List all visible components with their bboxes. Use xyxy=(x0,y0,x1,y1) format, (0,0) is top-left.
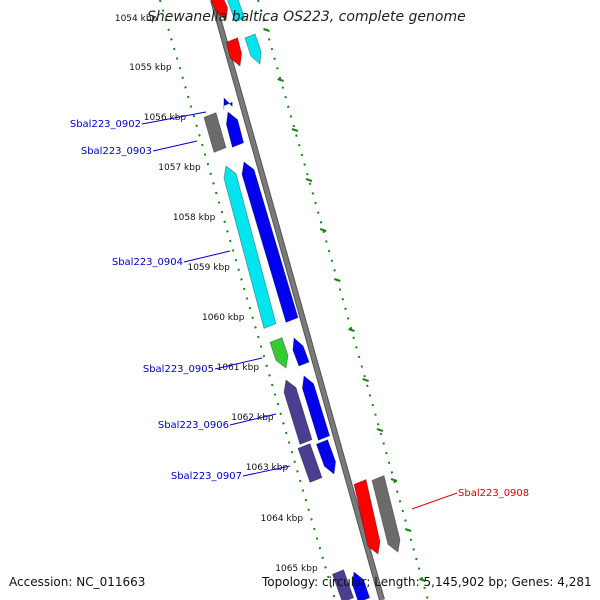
outer-ruler-line xyxy=(257,0,429,600)
kbp-tick-label: 1063 kbp xyxy=(246,463,289,473)
feature-cyan-top[interactable] xyxy=(225,0,246,23)
genome-summary-text: Topology: circular; Length: 5,145,902 bp… xyxy=(262,575,592,589)
ruler-major-tick xyxy=(263,28,270,32)
feature-slate-0906[interactable] xyxy=(283,379,313,445)
feature-grey-0908[interactable] xyxy=(371,475,401,553)
feature-slate-0907[interactable] xyxy=(297,443,323,483)
feature-blue-0907[interactable] xyxy=(315,439,337,475)
ruler-major-tick xyxy=(319,228,327,232)
backbone-layer xyxy=(210,0,385,600)
inner-ruler-line xyxy=(159,0,336,600)
feature-blue-0906[interactable] xyxy=(301,375,331,441)
kbp-tick-label: 1059 kbp xyxy=(187,263,230,273)
ruler-major-tick xyxy=(305,178,313,182)
ruler-major-tick xyxy=(334,278,341,282)
gene-label-leader xyxy=(411,492,458,510)
gene-label[interactable]: Sbal223_0907 xyxy=(171,471,242,482)
gene-label-layer: Sbal223_0902 Sbal223_0903 Sbal223_0904 Sbal… xyxy=(70,111,529,510)
feature-blue-0904[interactable] xyxy=(241,161,299,323)
feature-layer xyxy=(203,0,401,600)
feature-red-top[interactable] xyxy=(208,0,229,21)
gene-label[interactable]: Sbal223_0905 xyxy=(143,364,214,375)
gene-label[interactable]: Sbal223_0903 xyxy=(81,146,152,157)
feature-red-1054[interactable] xyxy=(225,37,243,67)
gene-label-leader xyxy=(229,413,277,426)
feature-blue-0905[interactable] xyxy=(292,337,310,367)
feature-grey-0902[interactable] xyxy=(203,112,227,153)
feature-blue-bottom[interactable] xyxy=(351,571,371,600)
feature-green-0905[interactable] xyxy=(269,337,289,369)
ruler-major-tick xyxy=(348,328,355,332)
ruler-major-tick xyxy=(291,128,299,132)
ruler-major-tick xyxy=(376,428,384,432)
ruler-major-tick xyxy=(404,528,412,532)
kbp-tick-label: 1065 kbp xyxy=(275,564,318,574)
kbp-tick-label: 1060 kbp xyxy=(202,313,245,323)
tick-label-layer: 1054 kbp 1055 kbp 1056 kbp 1057 kbp 1058 kbp… xyxy=(115,14,318,574)
feature-slate-bottom[interactable] xyxy=(331,569,355,600)
kbp-tick-label: 1054 kbp xyxy=(115,14,158,24)
ruler-layer xyxy=(159,0,429,600)
feature-cyan-1054[interactable] xyxy=(244,33,262,65)
kbp-tick-label: 1056 kbp xyxy=(144,113,187,123)
ruler-major-tick xyxy=(277,78,284,82)
kbp-tick-label: 1058 kbp xyxy=(173,213,216,223)
gene-label[interactable]: Sbal223_0904 xyxy=(112,257,183,268)
gene-label[interactable]: Sbal223_0902 xyxy=(70,119,141,130)
kbp-tick-label: 1062 kbp xyxy=(231,413,274,423)
gene-label-leader xyxy=(242,465,291,477)
genome-backbone xyxy=(211,0,384,600)
gene-label-leader xyxy=(183,250,231,263)
gene-label[interactable]: Sbal223_0906 xyxy=(158,420,229,431)
ruler-major-tick xyxy=(390,478,398,482)
genome-title: Shewanella baltica OS223, complete genom… xyxy=(147,9,466,25)
kbp-tick-label: 1064 kbp xyxy=(261,514,304,524)
feature-blue-0903[interactable] xyxy=(225,111,245,148)
gene-label[interactable]: Sbal223_0908 xyxy=(458,488,529,499)
accession-text: Accession: NC_011663 xyxy=(9,575,146,589)
ruler-major-tick xyxy=(362,378,369,382)
kbp-tick-label: 1055 kbp xyxy=(129,63,172,73)
feature-cyan-0904[interactable] xyxy=(223,165,277,329)
gene-label-leader xyxy=(214,357,263,370)
ruler-major-tick xyxy=(419,578,426,582)
feature-red-0908[interactable] xyxy=(353,479,381,555)
kbp-tick-label: 1057 kbp xyxy=(158,163,201,173)
gene-label-leader xyxy=(152,140,198,152)
gene-label-leader xyxy=(141,111,207,125)
feature-blue-small[interactable] xyxy=(223,97,233,110)
kbp-tick-label: 1061 kbp xyxy=(217,363,260,373)
